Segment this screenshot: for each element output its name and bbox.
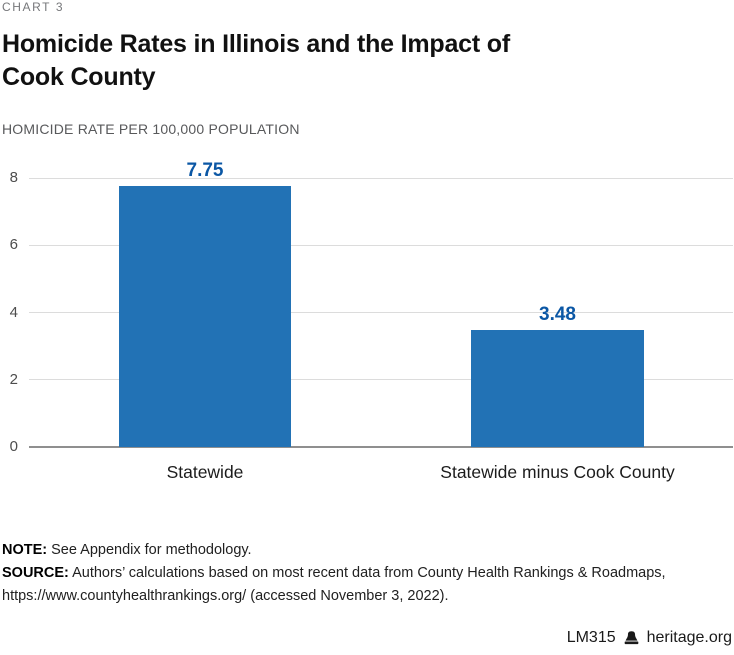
bar-value-label: 3.48 bbox=[539, 303, 576, 325]
gridline bbox=[29, 177, 733, 179]
gridline bbox=[29, 379, 733, 381]
source-line: SOURCE: Authors’ calculations based on m… bbox=[2, 562, 666, 585]
y-tick-label: 2 bbox=[9, 370, 18, 388]
bar-value-label: 7.75 bbox=[186, 160, 224, 182]
gridline bbox=[29, 312, 733, 313]
source-line-2: https://www.countyhealthrankings.org/ (a… bbox=[2, 588, 449, 604]
note-line: NOTE: See Appendix for methodology. bbox=[2, 539, 666, 562]
doc-id: LM315 bbox=[566, 629, 616, 646]
x-category-label: Statewide minus Cook County bbox=[440, 462, 675, 482]
bar-statewide bbox=[118, 186, 292, 447]
chart-title-line2: Cook County bbox=[2, 63, 156, 91]
source-label: SOURCE: bbox=[2, 565, 69, 581]
source-text: Authors’ calculations based on most rece… bbox=[68, 565, 666, 581]
y-tick-label: 6 bbox=[9, 236, 18, 254]
brand-url: heritage.org bbox=[646, 629, 732, 646]
x-axis-zero-line bbox=[29, 446, 733, 448]
gridline bbox=[29, 244, 733, 246]
chart-kicker: CHART 3 bbox=[2, 0, 65, 14]
chart-title: Homicide Rates in Illinois and the Impac… bbox=[2, 28, 510, 94]
bar-statewide-minus-cook-county bbox=[471, 329, 644, 447]
liberty-bell-icon bbox=[624, 631, 638, 645]
x-category-label: Statewide bbox=[166, 462, 244, 482]
y-tick-label: 0 bbox=[9, 438, 18, 455]
y-tick-label: 4 bbox=[9, 303, 18, 321]
y-axis-caption: HOMICIDE RATE PER 100,000 POPULATION bbox=[2, 121, 300, 137]
note-source-block: NOTE: See Appendix for methodology. SOUR… bbox=[2, 539, 666, 608]
footer: LM315 heritage.org bbox=[567, 629, 732, 647]
note-label: NOTE: bbox=[2, 542, 48, 558]
note-text: See Appendix for methodology. bbox=[47, 542, 252, 558]
chart-title-line1: Homicide Rates in Illinois and the Impac… bbox=[2, 30, 510, 58]
y-tick-label: 8 bbox=[9, 169, 18, 186]
